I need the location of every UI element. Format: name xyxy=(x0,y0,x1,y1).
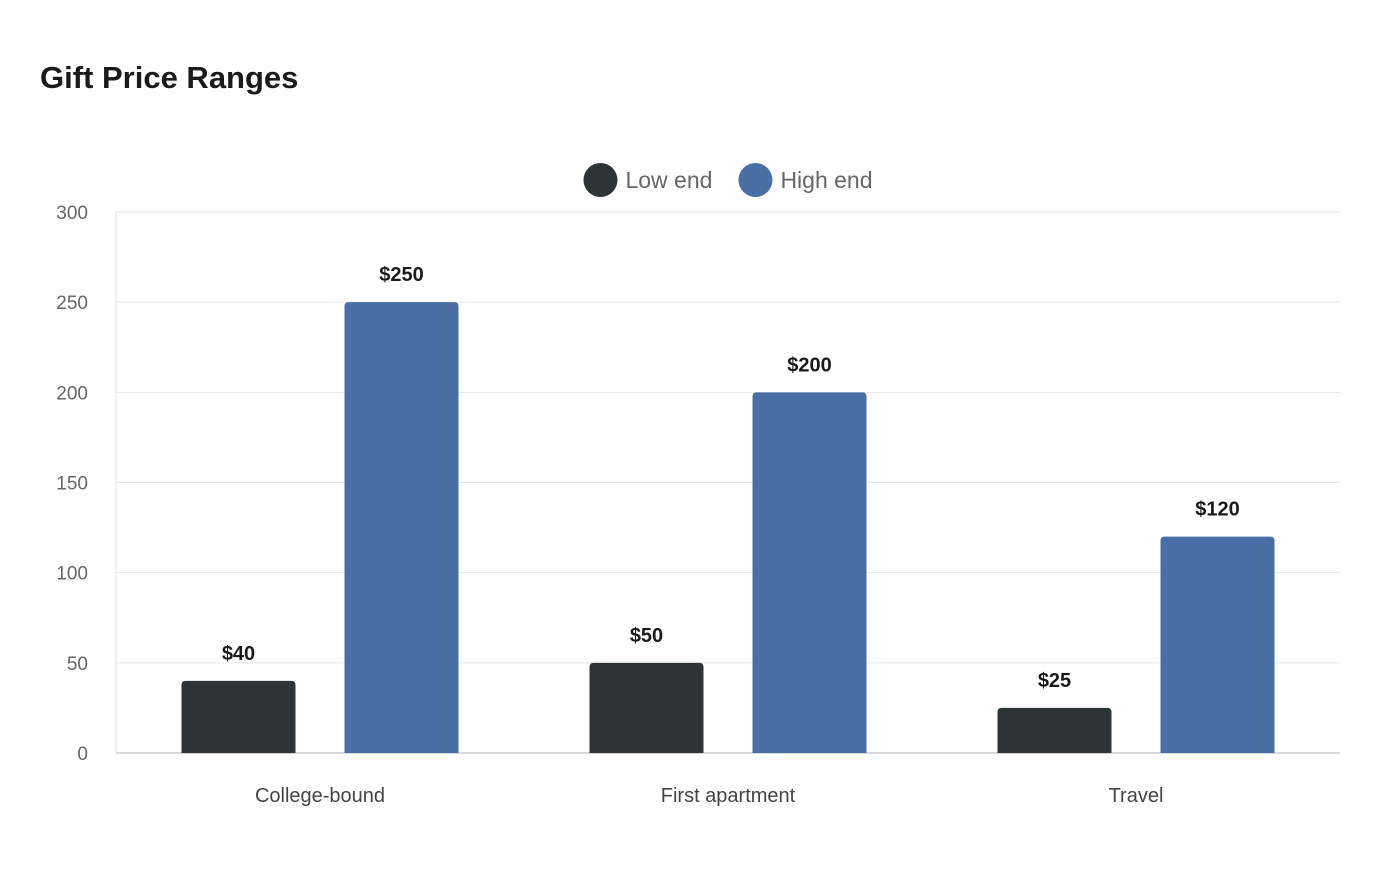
x-tick-label: Travel xyxy=(1109,785,1164,807)
data-label: $250 xyxy=(379,264,424,286)
y-tick-label: 300 xyxy=(56,203,88,224)
axes: 0 50 100 150 200 250 300 College-bound First apa… xyxy=(56,203,1340,807)
y-tick-label: 50 xyxy=(67,654,88,675)
data-label: $25 xyxy=(1038,670,1071,692)
legend-item: Low end xyxy=(583,163,712,197)
legend-item: High end xyxy=(738,163,873,197)
x-tick-label: College-bound xyxy=(255,785,385,807)
legend-swatch xyxy=(583,163,618,197)
data-label: $120 xyxy=(1195,499,1240,521)
legend-swatch xyxy=(738,163,773,197)
legend: Low end High end xyxy=(583,163,873,197)
data-labels: $40 $250 $50 $200 $25 $120 xyxy=(222,264,1240,692)
data-label: $50 xyxy=(630,625,663,647)
y-tick-label: 200 xyxy=(56,383,88,404)
bars xyxy=(181,302,1275,753)
bar xyxy=(589,662,704,753)
bar xyxy=(181,680,296,753)
legend-label: Low end xyxy=(625,167,712,193)
gridlines xyxy=(116,211,1340,664)
y-tick-label: 100 xyxy=(56,564,88,585)
bar xyxy=(344,302,459,753)
data-label: $40 xyxy=(222,643,255,665)
x-tick-label: First apartment xyxy=(661,785,796,807)
data-label: $200 xyxy=(787,354,832,376)
y-tick-label: 250 xyxy=(56,293,88,314)
bar xyxy=(752,392,867,753)
legend-label: High end xyxy=(780,167,872,193)
chart-title: Gift Price Ranges xyxy=(40,60,299,95)
bar xyxy=(1160,536,1275,753)
bar xyxy=(997,707,1112,753)
y-tick-label: 0 xyxy=(77,744,88,765)
y-tick-label: 150 xyxy=(56,474,88,495)
